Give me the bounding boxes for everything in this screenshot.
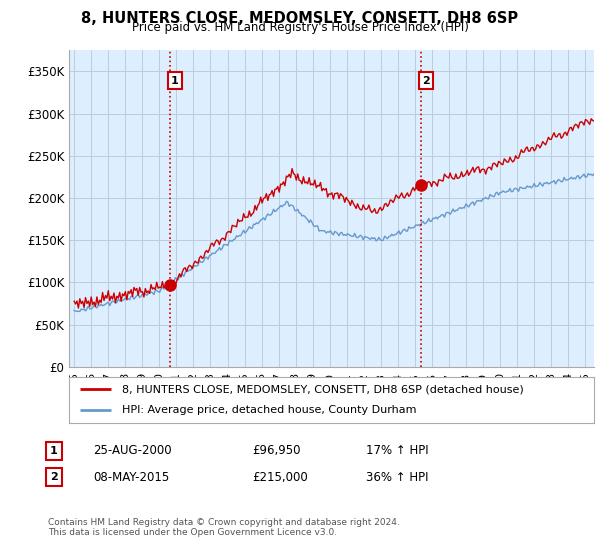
Text: Contains HM Land Registry data © Crown copyright and database right 2024.
This d: Contains HM Land Registry data © Crown c… [48, 518, 400, 538]
Text: £96,950: £96,950 [252, 444, 301, 458]
Text: 8, HUNTERS CLOSE, MEDOMSLEY, CONSETT, DH8 6SP (detached house): 8, HUNTERS CLOSE, MEDOMSLEY, CONSETT, DH… [121, 384, 523, 394]
Text: 8, HUNTERS CLOSE, MEDOMSLEY, CONSETT, DH8 6SP: 8, HUNTERS CLOSE, MEDOMSLEY, CONSETT, DH… [82, 11, 518, 26]
Text: 2: 2 [50, 472, 58, 482]
Text: 17% ↑ HPI: 17% ↑ HPI [366, 444, 428, 458]
Text: 25-AUG-2000: 25-AUG-2000 [93, 444, 172, 458]
Text: £215,000: £215,000 [252, 470, 308, 484]
Text: 2: 2 [422, 76, 430, 86]
Text: 36% ↑ HPI: 36% ↑ HPI [366, 470, 428, 484]
Text: 08-MAY-2015: 08-MAY-2015 [93, 470, 169, 484]
Text: 1: 1 [171, 76, 179, 86]
Text: HPI: Average price, detached house, County Durham: HPI: Average price, detached house, Coun… [121, 405, 416, 416]
Text: 1: 1 [50, 446, 58, 456]
Text: Price paid vs. HM Land Registry's House Price Index (HPI): Price paid vs. HM Land Registry's House … [131, 21, 469, 35]
